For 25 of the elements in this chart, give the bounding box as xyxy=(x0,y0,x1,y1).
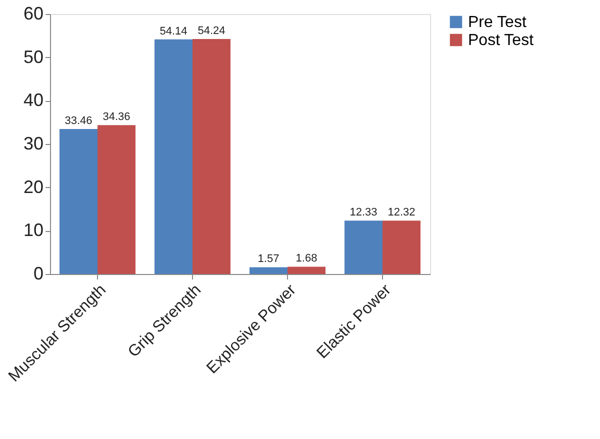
data-label: 33.46 xyxy=(64,115,92,128)
bar xyxy=(154,39,192,274)
bar xyxy=(250,267,288,274)
bar xyxy=(382,220,420,274)
legend-label: Pre Test xyxy=(468,14,527,31)
y-tick-label: 50 xyxy=(23,46,44,67)
data-label: 54.14 xyxy=(160,25,188,38)
data-label: 12.33 xyxy=(350,206,378,219)
y-tick-label: 10 xyxy=(23,220,44,240)
data-label: 1.68 xyxy=(296,252,318,265)
data-label: 54.24 xyxy=(198,24,226,37)
bar xyxy=(344,220,382,274)
bar xyxy=(288,266,326,274)
data-label: 34.36 xyxy=(102,111,130,124)
y-tick-label: 20 xyxy=(23,176,44,197)
y-tick-label: 30 xyxy=(23,134,44,154)
data-label: 1.57 xyxy=(258,253,280,266)
y-tick-label: 60 xyxy=(23,4,44,24)
y-tick-label: 40 xyxy=(23,90,44,110)
bar xyxy=(60,129,98,274)
data-label: 12.32 xyxy=(388,206,416,219)
y-tick-label: 0 xyxy=(33,264,44,284)
bar xyxy=(192,38,230,274)
legend-label: Post Test xyxy=(468,32,534,49)
bar xyxy=(98,125,136,274)
